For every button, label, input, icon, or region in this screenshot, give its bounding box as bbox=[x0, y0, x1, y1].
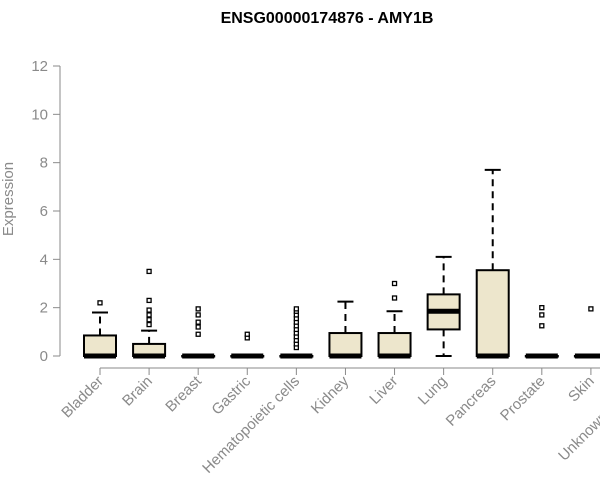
box-body bbox=[377, 332, 412, 357]
box-liver bbox=[377, 280, 412, 359]
box-hematopoietic-cells bbox=[279, 306, 314, 359]
x-tick-label: Hematopoietic cells bbox=[199, 373, 303, 477]
outlier-point bbox=[244, 331, 250, 337]
box-body bbox=[475, 269, 510, 358]
outlier-point bbox=[146, 312, 152, 318]
y-tick-label: 8 bbox=[40, 155, 48, 172]
outlier-point bbox=[195, 306, 201, 312]
y-tick-label: 6 bbox=[40, 203, 48, 220]
outlier-point bbox=[391, 295, 398, 301]
outlier-point bbox=[539, 312, 545, 318]
outlier-point bbox=[146, 268, 152, 275]
box-kidney bbox=[328, 300, 363, 359]
outlier-point bbox=[391, 280, 398, 287]
x-tick-label: Lung bbox=[415, 373, 451, 409]
box-breast bbox=[181, 306, 216, 359]
outlier-point bbox=[146, 297, 152, 304]
x-tick-label: Skin bbox=[565, 373, 598, 406]
y-tick-label: 12 bbox=[31, 58, 48, 75]
box-series bbox=[83, 168, 600, 359]
box-lung bbox=[426, 255, 461, 357]
outlier-point bbox=[195, 324, 201, 330]
x-tick-label: Prostate bbox=[497, 373, 549, 425]
outlier-point bbox=[539, 323, 545, 329]
box-body bbox=[83, 334, 117, 358]
outlier-point bbox=[195, 319, 201, 325]
outlier-point bbox=[97, 300, 103, 306]
y-tick-label: 4 bbox=[40, 251, 48, 268]
y-axis: 0 2 4 6 8 10 12 bbox=[31, 58, 61, 365]
y-tick-label: 10 bbox=[31, 106, 48, 123]
y-axis-label: Expression bbox=[0, 162, 17, 236]
box-skin bbox=[573, 306, 600, 359]
chart-title: ENSG00000174876 - AMY1B bbox=[221, 10, 434, 27]
box-gastric bbox=[230, 331, 265, 359]
x-tick-label: Liver bbox=[366, 373, 401, 408]
outlier-point bbox=[195, 331, 201, 337]
box-prostate bbox=[524, 305, 559, 359]
x-tick-label: Kidney bbox=[308, 372, 353, 417]
outlier-point bbox=[146, 317, 152, 323]
outlier-point bbox=[293, 306, 300, 312]
box-brain bbox=[132, 268, 167, 359]
x-tick-label: Gastric bbox=[208, 372, 254, 418]
box-bladder bbox=[83, 300, 117, 359]
box-body bbox=[328, 332, 363, 357]
y-tick-label: 0 bbox=[40, 348, 48, 365]
outlier-point bbox=[539, 305, 545, 311]
box-pancreas bbox=[475, 168, 510, 359]
outlier-point bbox=[146, 321, 152, 328]
outlier-point bbox=[195, 312, 201, 318]
outlier-point bbox=[588, 306, 594, 312]
y-tick-label: 2 bbox=[40, 300, 48, 317]
x-tick-label: Breast bbox=[162, 372, 205, 415]
x-tick-label: Brain bbox=[119, 373, 156, 410]
x-tick-label: Bladder bbox=[58, 373, 107, 422]
x-tick-label: Pancreas bbox=[443, 373, 500, 430]
outlier-point bbox=[146, 307, 152, 313]
